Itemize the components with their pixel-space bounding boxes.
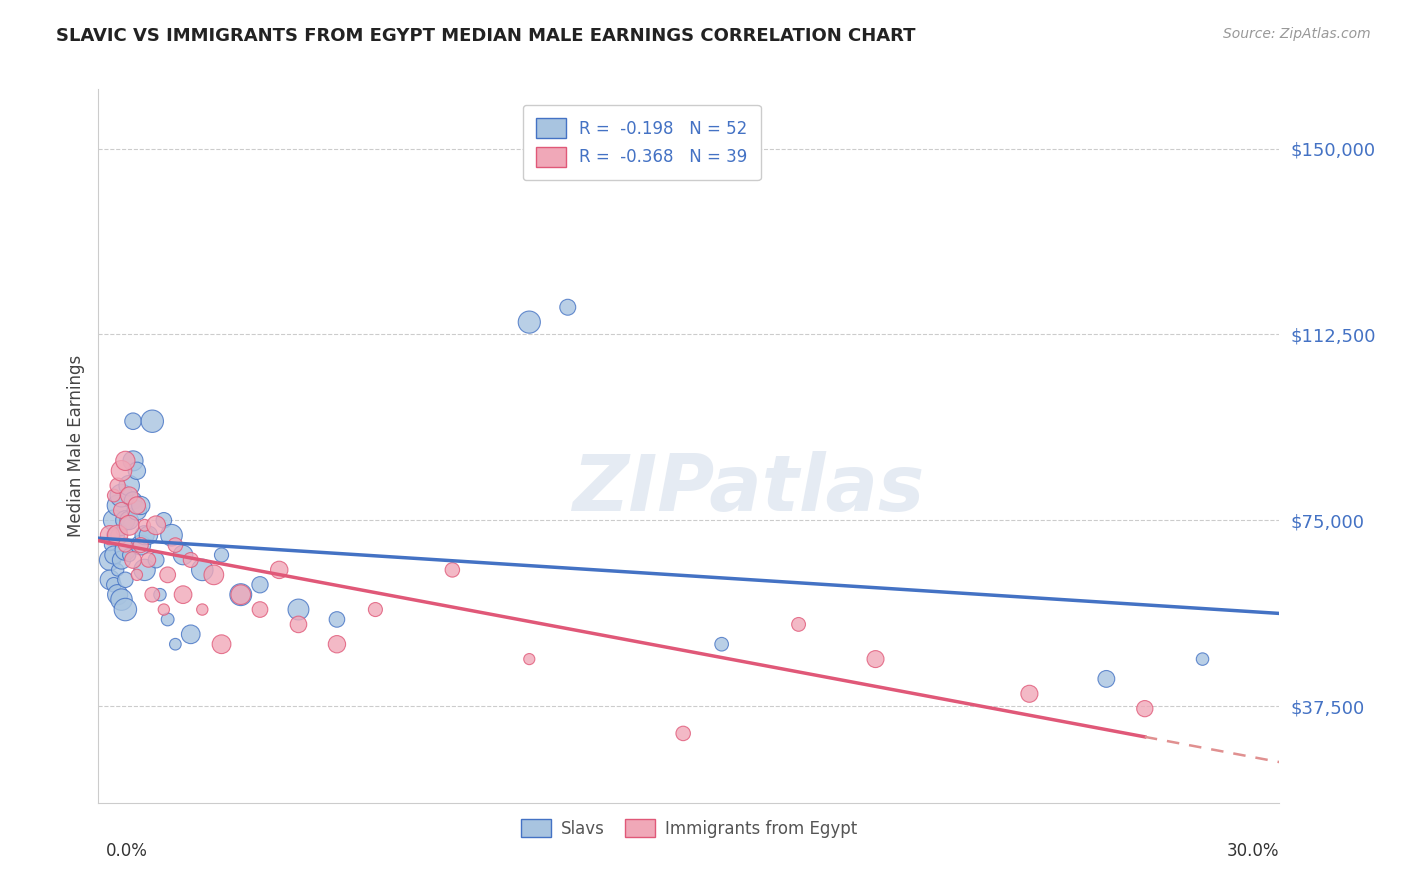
Point bbox=[103, 513, 125, 527]
Point bbox=[165, 538, 187, 552]
Point bbox=[160, 528, 183, 542]
Point bbox=[125, 499, 148, 513]
Point bbox=[145, 518, 167, 533]
Point bbox=[110, 503, 132, 517]
Point bbox=[249, 602, 271, 616]
Point bbox=[1018, 687, 1040, 701]
Point bbox=[191, 563, 214, 577]
Point bbox=[787, 617, 810, 632]
Point bbox=[557, 300, 579, 314]
Point bbox=[134, 563, 156, 577]
Point bbox=[441, 563, 464, 577]
Point bbox=[114, 543, 136, 558]
Point bbox=[107, 478, 129, 492]
Point bbox=[110, 489, 132, 503]
Text: 30.0%: 30.0% bbox=[1227, 842, 1279, 860]
Text: ZIPatlas: ZIPatlas bbox=[572, 450, 924, 527]
Point bbox=[103, 578, 125, 592]
Point bbox=[122, 553, 145, 567]
Point bbox=[118, 478, 141, 492]
Point bbox=[138, 553, 160, 567]
Point bbox=[98, 538, 121, 552]
Legend: Slavs, Immigrants from Egypt: Slavs, Immigrants from Egypt bbox=[515, 813, 863, 845]
Point bbox=[180, 627, 202, 641]
Point bbox=[229, 588, 252, 602]
Point bbox=[129, 499, 152, 513]
Point bbox=[211, 637, 233, 651]
Point bbox=[129, 538, 152, 552]
Point bbox=[98, 553, 121, 567]
Point bbox=[110, 464, 132, 478]
Point bbox=[672, 726, 695, 740]
Point bbox=[107, 499, 129, 513]
Point bbox=[269, 563, 291, 577]
Point bbox=[326, 637, 349, 651]
Point bbox=[153, 602, 176, 616]
Point bbox=[249, 578, 271, 592]
Point bbox=[710, 637, 733, 651]
Point bbox=[141, 588, 163, 602]
Point bbox=[141, 414, 163, 428]
Point bbox=[156, 612, 179, 626]
Point bbox=[211, 548, 233, 562]
Point bbox=[114, 573, 136, 587]
Point bbox=[865, 652, 887, 666]
Point bbox=[134, 518, 156, 533]
Text: Source: ZipAtlas.com: Source: ZipAtlas.com bbox=[1223, 27, 1371, 41]
Point bbox=[153, 513, 176, 527]
Point bbox=[125, 567, 148, 582]
Point bbox=[191, 602, 214, 616]
Point bbox=[110, 592, 132, 607]
Point bbox=[118, 513, 141, 527]
Point bbox=[110, 523, 132, 537]
Point bbox=[1133, 701, 1156, 715]
Point bbox=[1191, 652, 1213, 666]
Point bbox=[122, 414, 145, 428]
Point bbox=[118, 489, 141, 503]
Point bbox=[107, 528, 129, 542]
Point bbox=[229, 588, 252, 602]
Point bbox=[107, 563, 129, 577]
Point bbox=[114, 513, 136, 527]
Point bbox=[125, 464, 148, 478]
Point bbox=[287, 602, 309, 616]
Point bbox=[114, 602, 136, 616]
Point bbox=[145, 553, 167, 567]
Point bbox=[98, 573, 121, 587]
Point bbox=[107, 528, 129, 542]
Point bbox=[98, 528, 121, 542]
Point bbox=[364, 602, 387, 616]
Point bbox=[287, 617, 309, 632]
Y-axis label: Median Male Earnings: Median Male Earnings bbox=[66, 355, 84, 537]
Point bbox=[180, 553, 202, 567]
Point bbox=[202, 567, 225, 582]
Point bbox=[165, 637, 187, 651]
Point bbox=[1095, 672, 1118, 686]
Point bbox=[114, 454, 136, 468]
Point bbox=[134, 528, 156, 542]
Point bbox=[122, 454, 145, 468]
Text: SLAVIC VS IMMIGRANTS FROM EGYPT MEDIAN MALE EARNINGS CORRELATION CHART: SLAVIC VS IMMIGRANTS FROM EGYPT MEDIAN M… bbox=[56, 27, 915, 45]
Point bbox=[129, 538, 152, 552]
Text: 0.0%: 0.0% bbox=[105, 842, 148, 860]
Point bbox=[149, 588, 172, 602]
Point bbox=[103, 548, 125, 562]
Point bbox=[125, 503, 148, 517]
Point bbox=[103, 528, 125, 542]
Point bbox=[138, 528, 160, 542]
Point bbox=[517, 652, 540, 666]
Point bbox=[326, 612, 349, 626]
Point bbox=[172, 588, 194, 602]
Point bbox=[118, 518, 141, 533]
Point bbox=[103, 489, 125, 503]
Point bbox=[114, 538, 136, 552]
Point bbox=[172, 548, 194, 562]
Point bbox=[107, 588, 129, 602]
Point bbox=[517, 315, 540, 329]
Point bbox=[156, 567, 179, 582]
Point bbox=[118, 548, 141, 562]
Point bbox=[110, 553, 132, 567]
Point bbox=[122, 493, 145, 508]
